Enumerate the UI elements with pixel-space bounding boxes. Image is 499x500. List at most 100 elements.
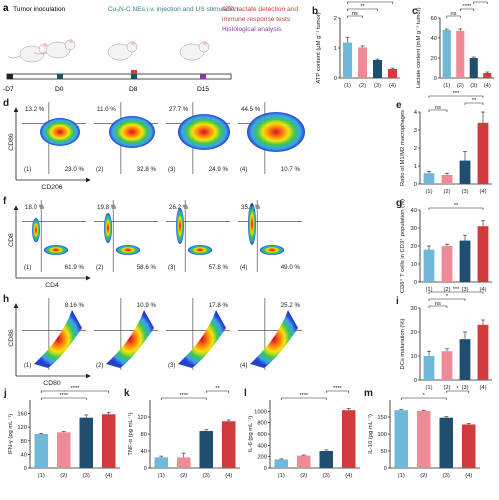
bar	[459, 160, 471, 184]
y-tick-label: 2	[414, 146, 417, 152]
y-tick-label: 0	[24, 466, 27, 472]
quadrant-percent-lr: 24.9 %	[209, 166, 229, 173]
x-tick-label: (4)	[479, 385, 486, 391]
timeline-tick	[57, 74, 63, 79]
y-axis-label: IL-10 (pg mL⁻¹)	[368, 414, 374, 454]
x-tick-label: (3)	[461, 287, 468, 293]
x-tick-label: (2)	[443, 287, 450, 293]
panel-letter-f: f	[3, 196, 7, 207]
timeline-tick	[131, 74, 137, 79]
density-blob	[188, 245, 212, 255]
y-axis-label: IFN-γ (pg mL⁻¹)	[8, 414, 14, 455]
axis-label-y: CD8	[8, 233, 15, 247]
quadrant-percent-lr: 58.6 %	[137, 264, 157, 271]
significance-label: ns	[435, 105, 441, 111]
y-tick-label: 0	[414, 182, 417, 188]
y-tick-label: 20	[431, 56, 437, 62]
density-blob	[104, 213, 112, 243]
quadrant-percent-ur: 25.2 %	[281, 302, 301, 309]
y-axis-label: IL-6 (pg mL⁻¹)	[248, 416, 254, 453]
significance-label: **	[215, 386, 220, 392]
panel-letter-a: a	[3, 3, 9, 14]
density-blob	[32, 218, 40, 242]
panel-letter-j: j	[3, 388, 7, 399]
bar	[442, 30, 451, 78]
x-tick-label: (3)	[374, 83, 381, 89]
y-tick-label: 0	[144, 466, 147, 472]
x-tick-label: (2)	[420, 473, 427, 479]
x-tick-label: (4)	[465, 473, 472, 479]
density-blob	[178, 310, 226, 368]
y-tick-label: 60	[431, 16, 437, 22]
flow-plot: (3) 27.7 % 24.9 %	[166, 102, 230, 174]
y-tick-label: 3	[414, 128, 417, 134]
significance-bracket	[446, 15, 461, 18]
density-blob	[116, 245, 140, 255]
y-tick-label: 80	[21, 439, 27, 445]
y-tick-label: 600	[257, 432, 267, 438]
x-tick-label: (4)	[479, 189, 486, 195]
bar	[439, 417, 453, 468]
flow-plot: (4) 35.7 % 49.0 %	[238, 200, 302, 272]
bar	[423, 356, 435, 380]
bar	[417, 410, 431, 468]
significance-bracket	[428, 95, 484, 98]
bar	[102, 414, 116, 468]
x-tick-label: (2)	[180, 473, 187, 479]
y-tick-label: 0	[334, 76, 337, 82]
bar	[154, 457, 168, 468]
density-blob	[44, 245, 68, 255]
y-tick-label: 10	[411, 354, 417, 360]
quadrant-percent-ul: 44.5 %	[241, 106, 261, 113]
quadrant-percent-ul: 26.2 %	[169, 204, 189, 211]
x-tick-label: (3)	[461, 189, 468, 195]
density-blob	[40, 118, 80, 146]
axis-label-y: CD86	[8, 329, 15, 347]
y-tick-label: 40	[141, 449, 147, 455]
panel-a: a Tumor inoculation Cu₂N-C NEs i.v. inje…	[3, 3, 298, 93]
significance-bracket	[40, 390, 110, 393]
significance-label: **	[472, 98, 477, 104]
significance-bracket	[347, 1, 393, 4]
significance-label: ns	[352, 11, 358, 17]
x-tick-label: (4)	[479, 287, 486, 293]
quadrant-percent-ur: 10.9 %	[137, 302, 157, 309]
x-tick-label: (3)	[203, 473, 210, 479]
y-tick-label: 160	[17, 412, 27, 418]
panel-d: d (1) 13.2 % 23.0 % (2) 11.0 % 32.8 % (3) 27.7 %…	[3, 98, 305, 191]
timeline-tick	[7, 74, 13, 79]
y-tick-label: 0	[414, 280, 417, 286]
density-blob	[248, 203, 256, 245]
significance-bracket	[428, 291, 484, 294]
quadrant-percent-ul: 18.0 %	[25, 204, 45, 211]
y-tick-label: 40	[21, 452, 27, 458]
timeline-tick	[131, 70, 137, 74]
quadrant-percent-lr: 61.9 %	[65, 264, 85, 271]
bar	[423, 173, 435, 184]
group-label: (1)	[24, 363, 31, 369]
axis-label-x: CD4	[45, 282, 59, 289]
y-tick-label: 1000	[254, 409, 267, 415]
density-blob	[176, 208, 184, 244]
density-blob	[250, 310, 298, 368]
axis-label-x: CD206	[41, 184, 62, 191]
x-tick-label: (4)	[105, 473, 112, 479]
x-tick-label: (1)	[443, 83, 450, 89]
significance-label: ****	[179, 393, 189, 399]
flow-plot: (2) 19.8 % 58.6 %	[94, 200, 158, 272]
bar	[388, 69, 397, 78]
density-blob	[34, 310, 82, 368]
bar	[297, 455, 311, 468]
panel-letter-i: i	[396, 296, 399, 307]
bar	[79, 417, 93, 468]
group-label: (3)	[168, 265, 175, 271]
significance-label: **	[454, 203, 459, 209]
x-tick-label: (2)	[443, 189, 450, 195]
flow-cytometry-panels: d (1) 13.2 % 23.0 % (2) 11.0 % 32.8 % (3) 27.7 %…	[3, 98, 305, 387]
bar	[177, 457, 191, 468]
